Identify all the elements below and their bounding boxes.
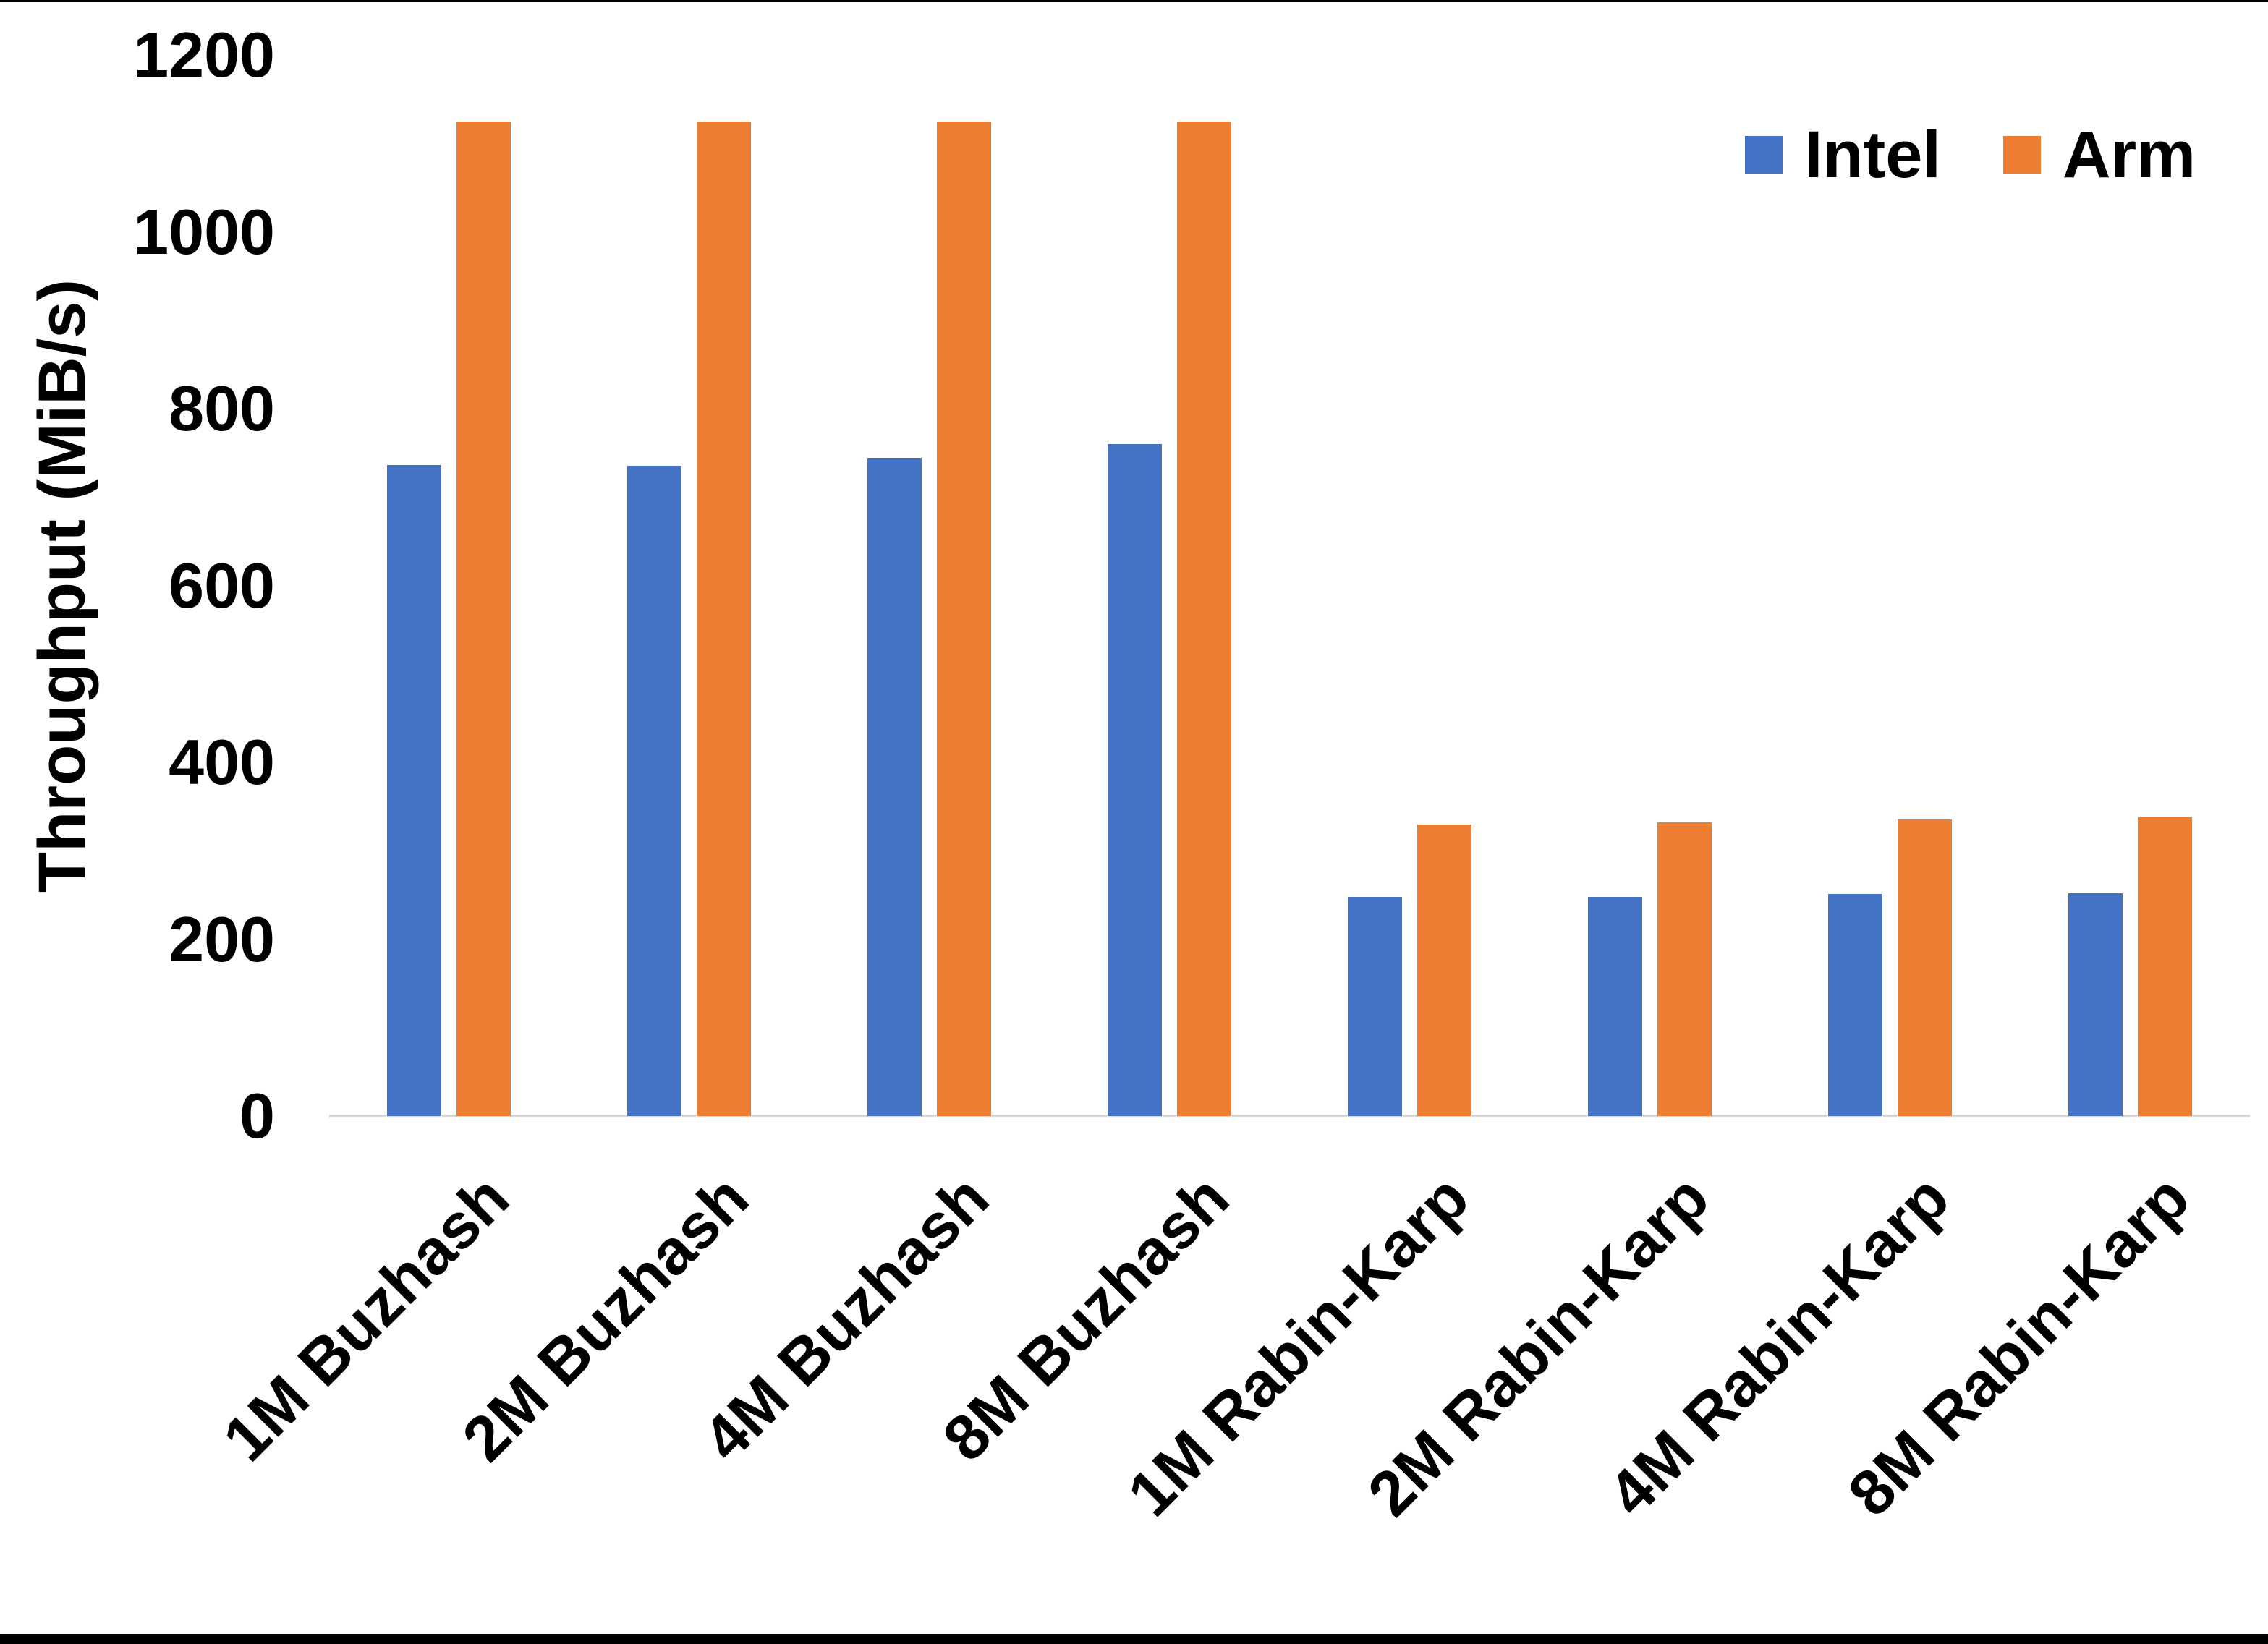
y-tick-label-1200: 1200 (133, 19, 275, 90)
bar-arm-1m-buzhash (456, 121, 511, 1116)
y-tick-label-1000: 1000 (133, 195, 275, 268)
top-border (0, 0, 2268, 2)
bar-group-1m-rabin-karp (1290, 55, 1530, 1116)
legend-swatch-intel (1744, 136, 1783, 174)
bar-arm-8m-rabin-karp (2137, 817, 2192, 1116)
y-tick-label-0: 0 (239, 1080, 275, 1151)
bar-intel-8m-buzhash (1108, 443, 1163, 1116)
legend-label-arm: Arm (2062, 118, 2196, 192)
y-tick-label-400: 400 (169, 726, 275, 798)
bar-group-8m-buzhash (1050, 55, 1290, 1116)
y-tick-label-600: 600 (169, 549, 275, 621)
bar-group-8m-rabin-karp (2010, 55, 2250, 1116)
bar-group-4m-rabin-karp (1770, 55, 2010, 1116)
legend: Intel Arm (1744, 118, 2196, 192)
bar-group-2m-buzhash (569, 55, 810, 1116)
bar-arm-2m-buzhash (697, 121, 752, 1116)
bar-intel-1m-buzhash (387, 465, 442, 1116)
y-tick-label-200: 200 (169, 903, 275, 975)
bar-arm-1m-rabin-karp (1417, 824, 1471, 1116)
bar-intel-1m-rabin-karp (1347, 896, 1402, 1116)
bar-arm-2m-rabin-karp (1657, 822, 1712, 1116)
bar-group-2m-rabin-karp (1529, 55, 1770, 1116)
legend-swatch-arm (2002, 136, 2041, 174)
bar-intel-2m-rabin-karp (1587, 896, 1642, 1116)
bar-intel-2m-buzhash (627, 466, 682, 1116)
bar-intel-4m-rabin-karp (1827, 894, 1882, 1116)
bottom-border (0, 1634, 2268, 1644)
bar-group-4m-buzhash (810, 55, 1050, 1116)
legend-label-intel: Intel (1804, 118, 1941, 192)
bar-arm-8m-buzhash (1177, 121, 1232, 1116)
bar-intel-4m-buzhash (867, 458, 922, 1116)
legend-item-arm: Arm (2002, 118, 2196, 192)
x-axis-line (329, 1115, 2250, 1117)
bar-group-1m-buzhash (329, 55, 569, 1116)
bar-arm-4m-buzhash (937, 121, 992, 1116)
bar-intel-8m-rabin-karp (2068, 893, 2123, 1116)
y-tick-label-800: 800 (169, 372, 275, 444)
legend-item-intel: Intel (1744, 118, 1941, 192)
bar-arm-4m-rabin-karp (1897, 819, 1952, 1116)
